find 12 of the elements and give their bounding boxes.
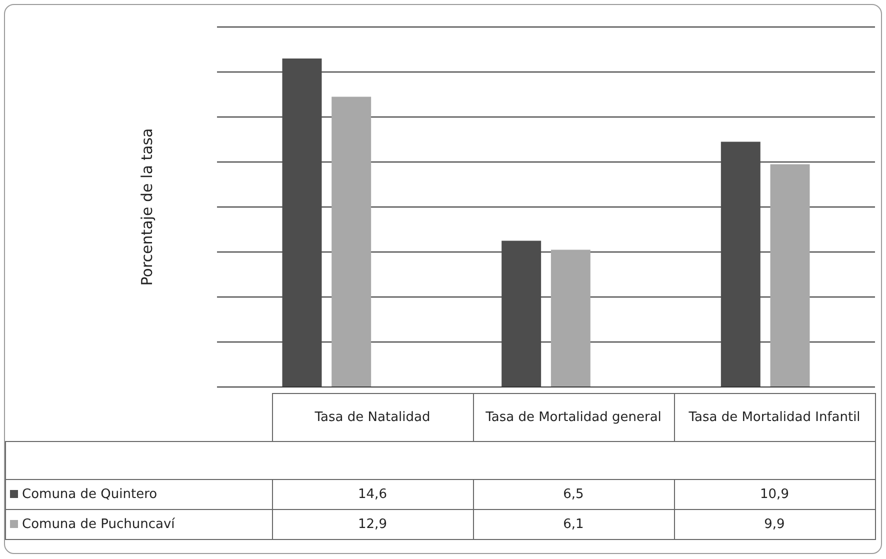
data-label: 14,6 [272,480,473,510]
x-tick-label: Tasa de Mortalidad general [473,394,674,442]
legend-label: Comuna de Quintero [6,480,272,510]
data-label: 6,5 [473,480,674,510]
legend-label: Comuna de Puchuncaví [6,510,272,540]
data-label: 12,9 [272,510,473,540]
data-label: 6,1 [473,510,674,540]
data-label: 10,9 [674,480,875,510]
data-label: 9,9 [674,510,875,540]
y-axis-title: Porcentaje de la tasa [138,128,156,286]
x-tick-label: Tasa de Natalidad [272,394,473,442]
x-tick-label: Tasa de Mortalidad Infantil [674,394,875,442]
